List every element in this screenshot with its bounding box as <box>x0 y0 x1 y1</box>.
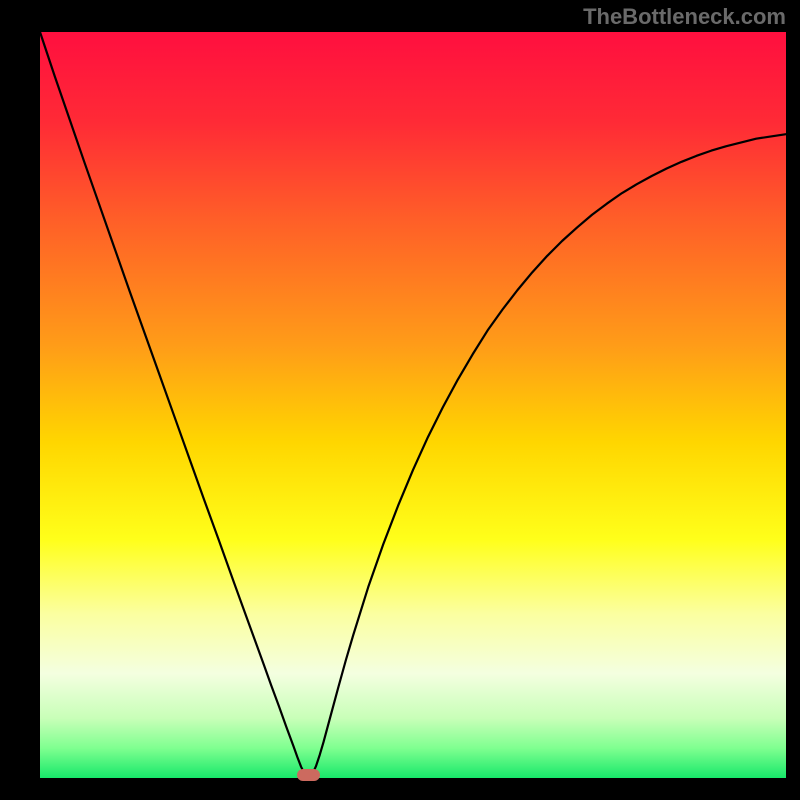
watermark-text: TheBottleneck.com <box>583 4 786 30</box>
chart-container: TheBottleneck.com <box>0 0 800 800</box>
plot-area <box>40 32 786 778</box>
vertex-marker <box>297 769 319 781</box>
